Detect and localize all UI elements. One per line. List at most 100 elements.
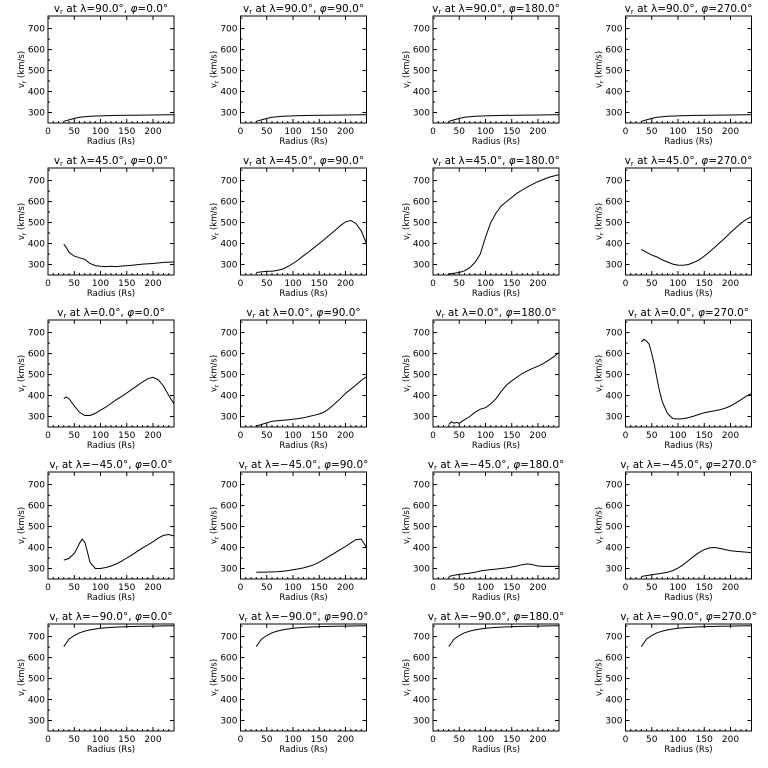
chart-panel: vr at λ=−90.0°, φ=90.0° 0 50 100 150 200 300 40… — [210, 611, 369, 755]
x-tick-label: 100 — [669, 583, 686, 593]
chart-panel: vr at λ=45.0°, φ=180.0° 0 50 100 150 200 300 40… — [402, 155, 560, 299]
x-tick-label: 0 — [45, 127, 51, 137]
y-tick-label: 400 — [220, 392, 237, 402]
y-tick-label: 400 — [413, 240, 430, 250]
chart-panel: vr at λ=45.0°, φ=90.0° 0 50 100 150 200 300 400… — [210, 155, 367, 299]
x-tick-label: 0 — [430, 583, 436, 593]
chart-title: vr at λ=0.0°, φ=0.0° — [57, 307, 165, 320]
x-tick-label: 100 — [669, 127, 686, 137]
y-tick-label: 500 — [605, 371, 622, 381]
x-tick-label: 50 — [454, 431, 466, 441]
series-line — [256, 219, 367, 273]
x-tick-label: 150 — [311, 735, 328, 745]
x-tick-label: 0 — [238, 279, 244, 289]
x-tick-label: 200 — [529, 279, 546, 289]
plot-frame — [625, 623, 752, 732]
x-tick-label: 200 — [722, 735, 739, 745]
y-tick-label: 700 — [28, 25, 45, 35]
y-tick-label: 700 — [605, 633, 622, 643]
y-axis-label: vr (km/s) — [402, 659, 413, 696]
x-tick-label: 0 — [45, 431, 51, 441]
x-tick-label: 150 — [696, 279, 713, 289]
x-tick-label: 100 — [92, 735, 109, 745]
series-line — [256, 376, 367, 427]
series-line — [63, 114, 174, 122]
x-tick-label: 0 — [430, 127, 436, 137]
x-tick-label: 150 — [696, 431, 713, 441]
y-tick-label: 600 — [28, 198, 45, 208]
y-axis-label: vr (km/s) — [210, 51, 221, 88]
x-tick-label: 150 — [503, 279, 520, 289]
y-tick-label: 600 — [28, 350, 45, 360]
y-tick-label: 700 — [28, 177, 45, 187]
y-tick-label: 500 — [28, 523, 45, 533]
y-axis-label: vr (km/s) — [402, 507, 413, 544]
x-tick-label: 150 — [311, 279, 328, 289]
x-axis-label: Radius (Rs) — [279, 593, 327, 603]
x-tick-label: 50 — [646, 127, 658, 137]
plot-frame — [625, 471, 752, 580]
y-tick-label: 600 — [413, 46, 430, 56]
y-tick-label: 600 — [220, 198, 237, 208]
chart-title: vr at λ=90.0°, φ=180.0° — [432, 3, 560, 16]
x-tick-label: 50 — [454, 127, 466, 137]
y-tick-label: 600 — [413, 654, 430, 664]
chart-title: vr at λ=−90.0°, φ=180.0° — [428, 611, 565, 624]
x-tick-label: 50 — [454, 279, 466, 289]
x-tick-label: 0 — [623, 279, 629, 289]
x-tick-label: 100 — [284, 279, 301, 289]
y-tick-label: 400 — [413, 696, 430, 706]
x-tick-label: 150 — [118, 735, 135, 745]
y-axis-label: vr (km/s) — [17, 355, 28, 392]
y-tick-label: 600 — [413, 502, 430, 512]
y-tick-label: 700 — [220, 633, 237, 643]
chart-title: vr at λ=0.0°, φ=90.0° — [246, 307, 360, 320]
series-line — [640, 338, 752, 420]
y-tick-label: 600 — [220, 350, 237, 360]
y-tick-label: 500 — [220, 219, 237, 229]
plot-frame — [625, 167, 752, 276]
x-axis-label: Radius (Rs) — [87, 745, 135, 755]
y-tick-label: 400 — [28, 544, 45, 554]
y-tick-label: 700 — [605, 25, 622, 35]
x-tick-label: 150 — [118, 127, 135, 137]
plot-frame — [240, 15, 367, 124]
y-tick-label: 500 — [413, 523, 430, 533]
x-tick-label: 0 — [430, 735, 436, 745]
chart-title: vr at λ=−45.0°, φ=270.0° — [620, 459, 757, 472]
y-tick-label: 300 — [28, 717, 45, 727]
chart-panel: vr at λ=−45.0°, φ=270.0° 0 50 100 150 200 300 4… — [595, 459, 757, 603]
chart-panel: vr at λ=0.0°, φ=90.0° 0 50 100 150 200 300 400 5… — [210, 307, 367, 451]
y-tick-label: 400 — [605, 696, 622, 706]
x-axis-label: Radius (Rs) — [279, 441, 327, 451]
y-tick-label: 500 — [28, 219, 45, 229]
y-axis-label: vr (km/s) — [210, 355, 221, 392]
y-tick-label: 400 — [28, 240, 45, 250]
y-tick-label: 400 — [28, 88, 45, 98]
y-tick-label: 700 — [220, 177, 237, 187]
chart-title: vr at λ=0.0°, φ=180.0° — [435, 307, 556, 320]
plot-frame — [432, 15, 560, 124]
chart-panel: vr at λ=45.0°, φ=270.0° 0 50 100 150 200 300 40… — [595, 155, 753, 299]
y-axis-label: vr (km/s) — [402, 355, 413, 392]
x-tick-label: 0 — [45, 583, 51, 593]
y-tick-label: 300 — [605, 413, 622, 423]
y-tick-label: 500 — [605, 675, 622, 685]
y-tick-label: 600 — [220, 46, 237, 56]
y-tick-label: 600 — [413, 198, 430, 208]
x-tick-label: 50 — [646, 279, 658, 289]
y-tick-label: 600 — [220, 654, 237, 664]
x-tick-label: 200 — [722, 279, 739, 289]
chart-panel: vr at λ=0.0°, φ=180.0° 0 50 100 150 200 300 400… — [402, 307, 560, 451]
y-tick-label: 700 — [28, 329, 45, 339]
x-axis-label: Radius (Rs) — [87, 137, 135, 147]
x-tick-label: 0 — [45, 735, 51, 745]
x-tick-label: 0 — [623, 583, 629, 593]
y-tick-label: 600 — [605, 350, 622, 360]
x-tick-label: 0 — [238, 583, 244, 593]
y-axis-label: vr (km/s) — [210, 203, 221, 240]
x-axis-label: Radius (Rs) — [472, 745, 520, 755]
chart-panel: vr at λ=90.0°, φ=270.0° 0 50 100 150 200 300 40… — [595, 3, 753, 147]
y-tick-label: 400 — [605, 544, 622, 554]
y-axis-label: vr (km/s) — [17, 51, 28, 88]
